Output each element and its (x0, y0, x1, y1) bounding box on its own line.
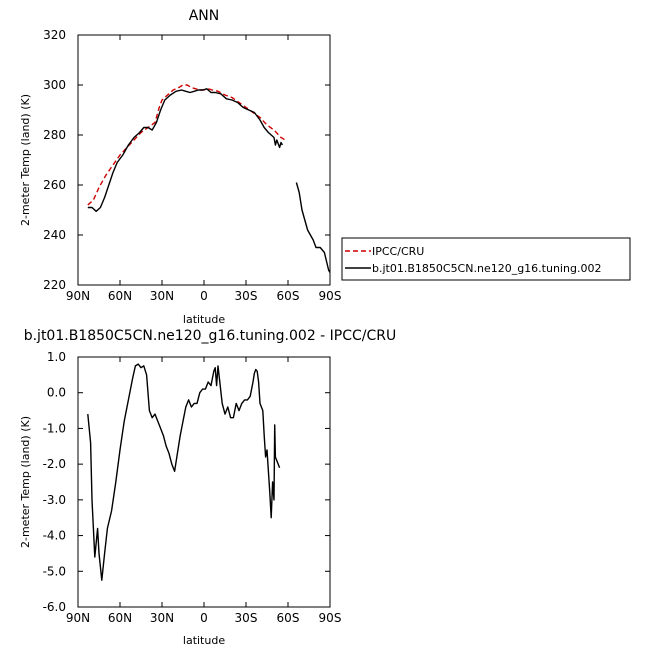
top-xtick-label: 30S (235, 289, 258, 303)
top-xtick-label: 60S (277, 289, 300, 303)
top-chart-xlabel: latitude (183, 313, 225, 326)
top-chart-ticks: 90N 60N 30N 0 30S 60S 90S 220 240 260 280 300 320 (43, 28, 341, 303)
top-series-line (295, 182, 331, 273)
legend-box (341, 237, 631, 281)
bottom-chart-lines (87, 363, 281, 581)
bottom-chart: b.jt01.B1850C5CN.ne120_g16.tuning.002 - … (19, 328, 396, 647)
bottom-chart-xlabel: latitude (183, 634, 225, 647)
top-chart-ylabel: 2-meter Temp (land) (K) (19, 94, 32, 226)
top-xtick-label: 60N (108, 289, 132, 303)
bottom-xtick-label: 0 (200, 611, 208, 625)
top-chart-frame (77, 34, 331, 286)
legend: IPCC/CRU b.jt01.B1850C5CN.ne120_g16.tuni… (341, 237, 631, 281)
bottom-xtick-label: 60N (108, 611, 132, 625)
top-ytick-label: 320 (43, 28, 66, 42)
bottom-ytick-label: -4.0 (43, 529, 66, 543)
bottom-ytick-label: -1.0 (43, 421, 66, 435)
bottom-ytick-label: -3.0 (43, 493, 66, 507)
legend-label-model: b.jt01.B1850C5CN.ne120_g16.tuning.002 (372, 262, 601, 275)
bottom-xtick-label: 30S (235, 611, 258, 625)
bottom-ytick-label: -6.0 (43, 600, 66, 614)
bottom-ytick-label: 1.0 (47, 350, 66, 364)
bottom-ytick-label: 0.0 (47, 386, 66, 400)
top-ytick-label: 300 (43, 78, 66, 92)
top-xtick-label: 0 (200, 289, 208, 303)
legend-label-ipcc: IPCC/CRU (372, 245, 424, 258)
bottom-xtick-label: 90N (66, 611, 90, 625)
bottom-ytick-label: -5.0 (43, 564, 66, 578)
bottom-chart-ticks: 90N 60N 30N 0 30S 60S 90S -6.0 -5.0 -4.0 -3.0 -2.0 -… (43, 350, 342, 625)
bottom-xtick-label: 30N (150, 611, 174, 625)
top-ytick-label: 260 (43, 178, 66, 192)
top-chart: ANN 90N 60N 30N 0 30S 60S 90S 220 240 260 280 300 32… (19, 8, 341, 326)
top-series-line (87, 88, 284, 213)
top-ytick-label: 220 (43, 278, 66, 292)
top-ytick-label: 240 (43, 228, 66, 242)
top-series-line (87, 84, 286, 206)
bottom-chart-ylabel: 2-meter Temp (land) (K) (19, 416, 32, 548)
top-ytick-label: 280 (43, 128, 66, 142)
bottom-xtick-label: 60S (277, 611, 300, 625)
top-chart-title: ANN (189, 8, 220, 24)
top-chart-lines (87, 84, 331, 273)
bottom-chart-title: b.jt01.B1850C5CN.ne120_g16.tuning.002 - … (24, 328, 397, 344)
bottom-xtick-label: 90S (319, 611, 342, 625)
bottom-series-line (87, 363, 281, 581)
bottom-ytick-label: -2.0 (43, 457, 66, 471)
top-xtick-label: 90S (319, 289, 342, 303)
top-xtick-label: 30N (150, 289, 174, 303)
top-xtick-label: 90N (66, 289, 90, 303)
